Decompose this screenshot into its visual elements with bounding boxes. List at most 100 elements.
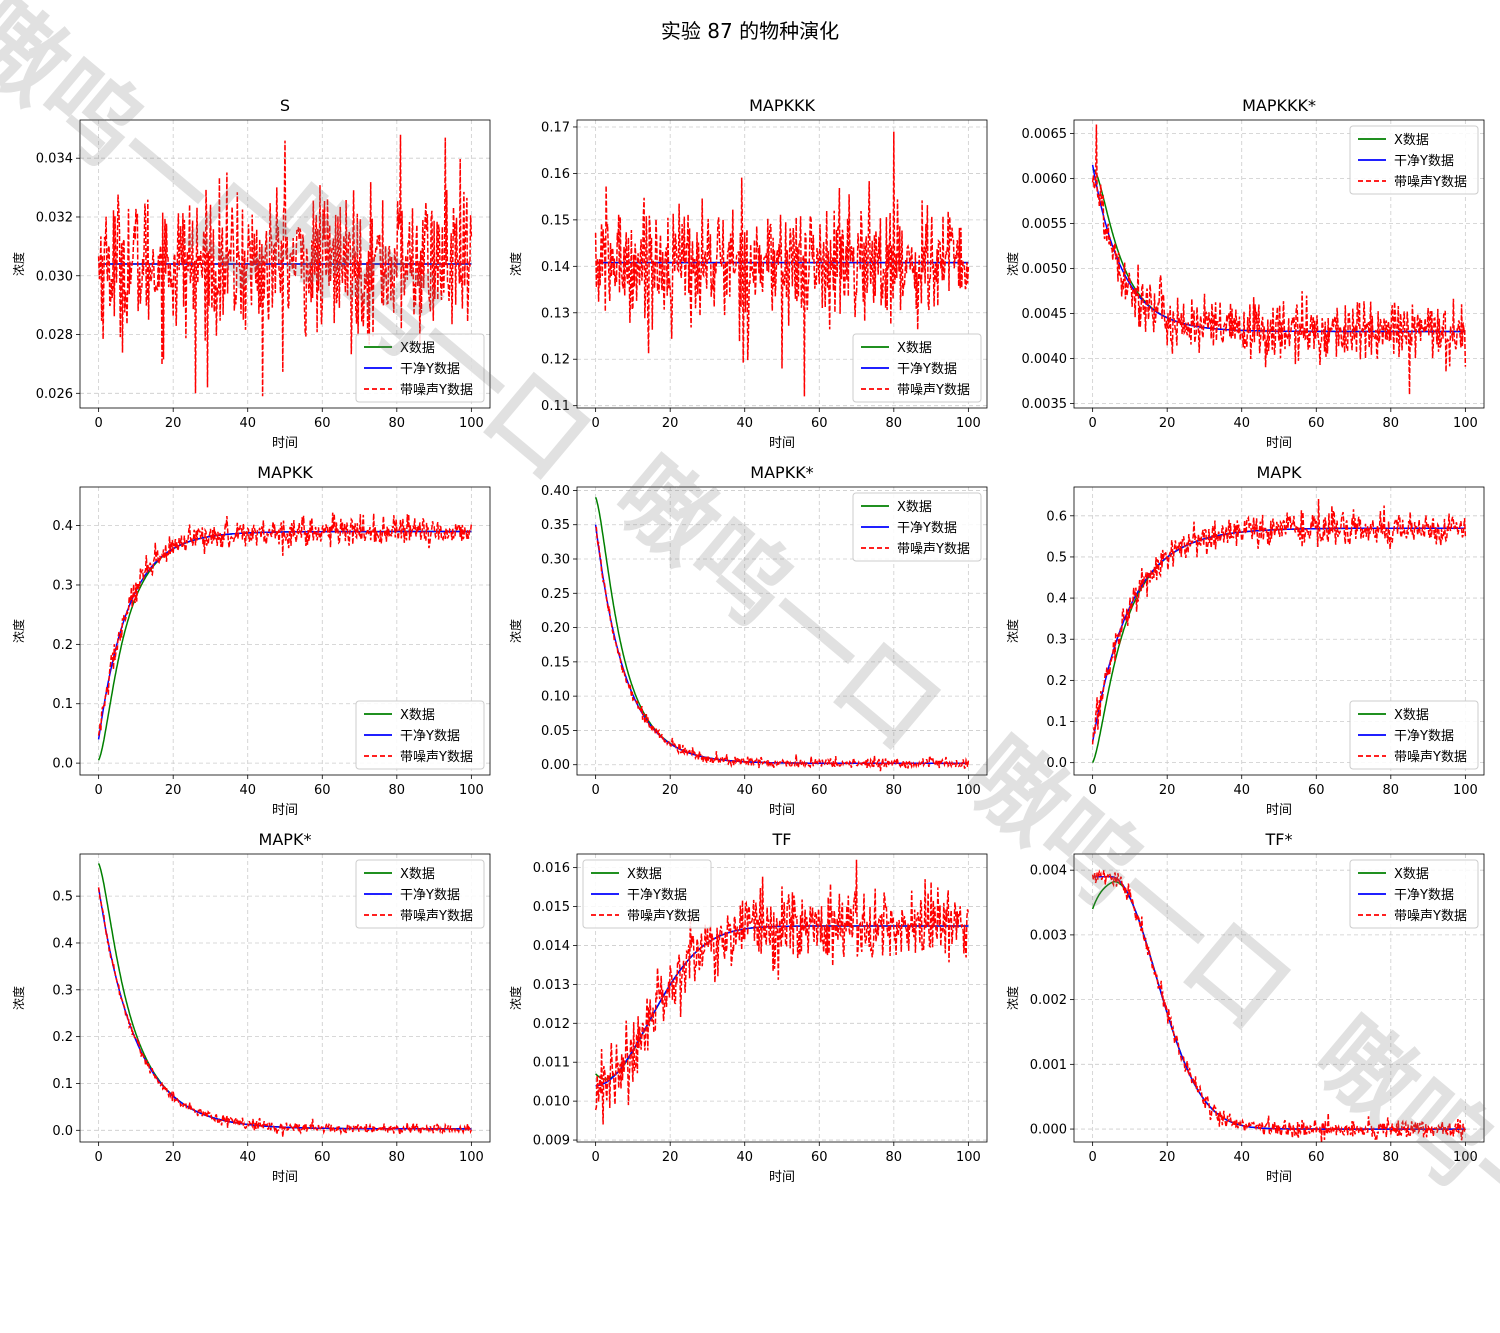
x-axis-label: 时间 (1266, 1170, 1292, 1185)
y-tick-label: 0.10 (541, 690, 570, 705)
x-tick-label: 0 (94, 416, 102, 431)
x-tick-label: 100 (956, 1150, 981, 1165)
legend-box (852, 492, 982, 562)
x-tick-label: 100 (459, 416, 484, 431)
y-tick-label: 0.3 (52, 578, 73, 593)
y-tick-label: 0.0060 (1022, 172, 1068, 187)
legend-label: X数据 (627, 867, 662, 882)
subplot-8: 0 20 40 60 80 100 0.000 0.001 0.002 0.003 0.004 TF*… (1005, 830, 1485, 1185)
subplot-title: MAPKKK (749, 96, 815, 115)
y-axis-label: 浓度 (1005, 619, 1020, 643)
series-group (97, 512, 473, 761)
x-axis-label: 时间 (272, 1170, 298, 1185)
y-tick-label: 0.20 (541, 621, 570, 636)
y-tick-label: 0.13 (541, 306, 570, 321)
y-tick-label: 0.2 (52, 638, 73, 653)
legend-label: X数据 (897, 500, 932, 515)
subplot-title: TF* (1265, 830, 1293, 849)
x-axis-label: 时间 (1266, 803, 1292, 818)
x-tick-label: 40 (736, 416, 753, 431)
axes-frame (79, 853, 491, 1143)
y-tick-label: 0.014 (533, 939, 570, 954)
subplot-title: MAPK* (259, 830, 312, 849)
series-noisy-y-line (1091, 869, 1467, 1142)
y-tick-label: 0.15 (541, 213, 570, 228)
axes-frame (1073, 853, 1485, 1143)
x-tick-label: 100 (1453, 416, 1478, 431)
y-tick-label: 0.4 (1046, 592, 1067, 607)
y-axis-label: 浓度 (11, 986, 26, 1010)
legend-label: X数据 (400, 867, 435, 882)
series-noisy-y-line (594, 859, 970, 1125)
x-tick-label: 20 (1159, 783, 1176, 798)
subplot-title: MAPKK* (750, 463, 813, 482)
y-tick-label: 0.0050 (1022, 262, 1068, 277)
x-tick-label: 60 (314, 416, 331, 431)
y-tick-label: 0.0 (52, 757, 73, 772)
x-axis-label: 时间 (272, 803, 298, 818)
legend-label: 带噪声Y数据 (400, 750, 473, 765)
x-tick-label: 20 (165, 1150, 182, 1165)
y-tick-label: 0.0035 (1022, 397, 1068, 412)
x-tick-label: 100 (956, 783, 981, 798)
x-tick-label: 0 (1088, 783, 1096, 798)
x-axis-label: 时间 (769, 436, 795, 451)
y-tick-label: 0.016 (533, 861, 570, 876)
x-tick-label: 0 (1088, 416, 1096, 431)
x-tick-label: 40 (239, 1150, 256, 1165)
legend-box (582, 859, 712, 929)
y-tick-label: 0.2 (52, 1030, 73, 1045)
axes-frame (79, 119, 491, 409)
figure-title: 实验 87 的物种演化 (661, 19, 839, 43)
y-tick-label: 0.028 (36, 328, 73, 343)
legend-box (852, 333, 982, 403)
axes-frame (1073, 486, 1485, 776)
y-axis-label: 浓度 (11, 252, 26, 276)
y-tick-label: 0.5 (52, 890, 73, 905)
axes-frame (576, 853, 988, 1143)
x-tick-label: 20 (662, 1150, 679, 1165)
x-tick-label: 40 (1233, 783, 1250, 798)
subplot-title: MAPKK (257, 463, 313, 482)
x-tick-label: 0 (591, 1150, 599, 1165)
legend-label: 干净Y数据 (1394, 729, 1454, 744)
subplot-2: 0 20 40 60 80 100 0.0035 0.0040 0.0045 0.0050 0.00… (1005, 96, 1485, 451)
x-tick-label: 40 (239, 783, 256, 798)
y-axis-label: 浓度 (508, 986, 523, 1010)
y-tick-label: 0.14 (541, 260, 570, 275)
x-axis-label: 时间 (272, 436, 298, 451)
series-noisy-y-line (594, 131, 970, 397)
series-noisy-y-line (595, 526, 970, 772)
x-tick-label: 80 (886, 416, 903, 431)
y-axis-label: 浓度 (1005, 252, 1020, 276)
x-tick-label: 60 (1308, 783, 1325, 798)
y-tick-label: 0.25 (541, 587, 570, 602)
x-tick-label: 20 (1159, 416, 1176, 431)
x-tick-label: 80 (389, 783, 406, 798)
series-group (594, 497, 970, 772)
x-tick-label: 60 (314, 1150, 331, 1165)
legend-label: 干净Y数据 (400, 729, 460, 744)
x-tick-label: 100 (459, 783, 484, 798)
legend-label: 带噪声Y数据 (1394, 909, 1467, 924)
legend-label: X数据 (897, 341, 932, 356)
y-tick-label: 0.4 (52, 936, 73, 951)
x-tick-label: 0 (1088, 1150, 1096, 1165)
y-tick-label: 0.6 (1046, 509, 1067, 524)
y-tick-label: 0.5 (1046, 550, 1067, 565)
x-tick-label: 100 (459, 1150, 484, 1165)
y-tick-label: 0.0 (1046, 756, 1067, 771)
legend-label: 干净Y数据 (897, 362, 957, 377)
y-tick-label: 0.009 (533, 1134, 570, 1149)
legend-label: 干净Y数据 (1394, 888, 1454, 903)
y-tick-label: 0.2 (1046, 674, 1067, 689)
legend-label: 带噪声Y数据 (400, 383, 473, 398)
figure-canvas: 实验 87 的物种演化 0 20 40 60 80 1000.0260.0280.0300… (11, 19, 1485, 1185)
x-tick-label: 40 (736, 783, 753, 798)
